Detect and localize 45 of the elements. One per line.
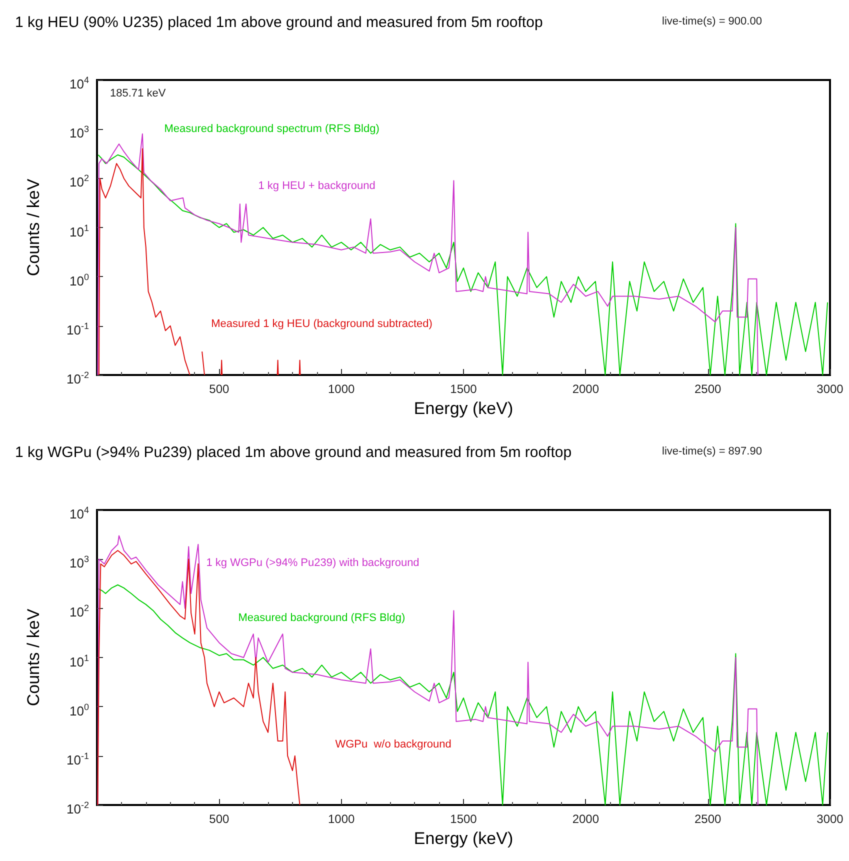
y-tick-label: 10$^{-1}$ — [66, 750, 89, 768]
series-label: 1 kg WGPu (>94% Pu239) with background — [206, 557, 420, 570]
y-tick-label: 10$^{-2}$ — [66, 799, 89, 818]
x-tick-label: 1000 — [328, 382, 356, 396]
y-tick-label: 10$^{1}$ — [70, 222, 89, 240]
x-tick-label: 2500 — [694, 812, 722, 826]
y-tick-label: 10$^{1}$ — [70, 652, 89, 670]
x-axis-title: Energy (keV) — [414, 828, 514, 848]
chart-title: 1 kg HEU (90% U235) placed 1m above ground and measured from 5m rooftop — [15, 14, 543, 31]
line-series — [98, 154, 828, 376]
y-axis-title: Counts / keV — [24, 178, 43, 276]
annotation: 185.71 keV — [110, 88, 166, 100]
y-tick-label: 10$^{2}$ — [70, 602, 89, 621]
text: Measured background spectrum (RFS Bldg) — [164, 123, 380, 136]
line-series — [97, 535, 758, 806]
series-label: 1 kg HEU + background — [258, 180, 376, 192]
y-tick-label: 10$^{-1}$ — [66, 320, 89, 338]
y-tick-label: 10$^{4}$ — [70, 504, 89, 522]
y-tick-label: 10$^{3}$ — [70, 123, 89, 142]
line-series — [97, 133, 758, 376]
x-tick-label: 500 — [209, 812, 230, 826]
x-tick-label: 2000 — [572, 812, 600, 826]
chart-title: 1 kg WGPu (>94% Pu239) placed 1m above ground and measured from 5m rooftop — [15, 444, 572, 461]
x-tick-label: 1500 — [450, 812, 478, 826]
x-tick-label: 2500 — [694, 382, 722, 396]
x-tick-label: 1500 — [450, 382, 478, 396]
x-axis-title: Energy (keV) — [414, 398, 514, 418]
x-tick-label: 500 — [209, 382, 230, 396]
x-tick-label: 3000 — [816, 812, 844, 826]
text: Measured 1 kg HEU (background subtracted) — [211, 318, 432, 330]
y-axis-title: Counts / keV — [24, 608, 43, 706]
y-tick-label: 10$^{0}$ — [70, 270, 89, 289]
y-tick-label: 10$^{-2}$ — [66, 369, 89, 388]
text: WGPu w/o background — [335, 738, 452, 751]
y-tick-label: 10$^{4}$ — [70, 74, 89, 92]
line-series — [98, 584, 828, 806]
y-tick-label: 10$^{3}$ — [70, 553, 89, 572]
y-tick-label: 10$^{2}$ — [70, 172, 89, 191]
y-tick-label: 10$^{0}$ — [70, 700, 89, 719]
x-tick-label: 1000 — [328, 812, 356, 826]
x-tick-label: 3000 — [816, 382, 844, 396]
x-tick-label: 2000 — [572, 382, 600, 396]
text: Measured background (RFS Bldg) — [238, 612, 406, 624]
text: live-time(s) = 897.90 — [662, 446, 762, 458]
text: live-time(s) = 900.00 — [662, 16, 762, 28]
